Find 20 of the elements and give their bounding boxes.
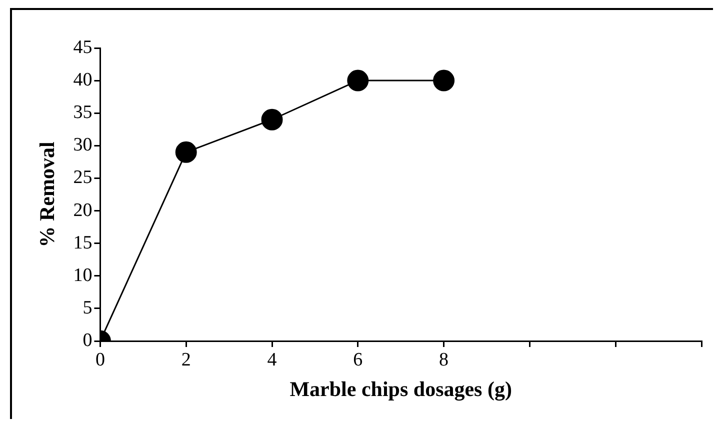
x-tick-label: 2: [181, 349, 191, 370]
y-tick-label: 30: [73, 134, 92, 156]
y-tick-label: 35: [73, 102, 92, 124]
y-tick-label: 15: [73, 232, 92, 254]
x-tick-label: 4: [267, 349, 278, 370]
point: [175, 141, 197, 163]
x-tick-label: 8: [439, 349, 449, 370]
y-tick-label: 20: [73, 200, 92, 221]
point: [347, 70, 369, 92]
y-tick-label: 25: [73, 167, 92, 188]
x-axis-title: Marble chips dosages (g): [290, 376, 512, 401]
x-tick-label: 6: [353, 349, 363, 370]
y-tick-label: 5: [82, 297, 92, 318]
y-tick-label: 40: [73, 70, 92, 91]
y-tick-label: 0: [82, 330, 92, 351]
point: [433, 70, 455, 92]
y-axis-title: % Removal: [35, 142, 60, 248]
y-tick-label: 10: [73, 264, 92, 286]
point: [261, 108, 283, 130]
y-tick-label: 45: [73, 36, 92, 58]
